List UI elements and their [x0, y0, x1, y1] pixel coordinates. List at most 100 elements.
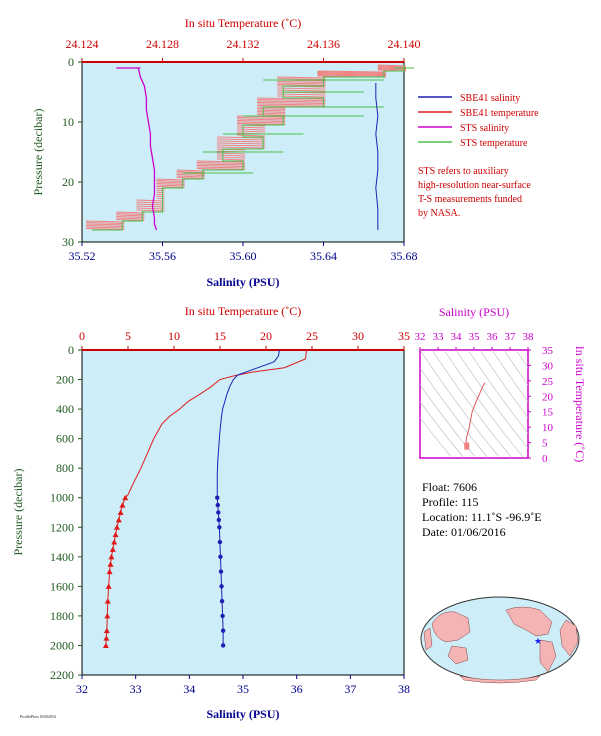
ts-density-contours [420, 350, 528, 458]
legend-note-line-2: high-resolution near-surface [418, 180, 531, 191]
sbe-temperature-deep-line-marker [102, 642, 109, 648]
sts-temperature-noise [116, 216, 145, 218]
sts-temperature-noise [236, 126, 266, 129]
ts-temp-tick-label: 30 [542, 360, 554, 372]
full-profile-pressure-axis-title: Pressure (decibar) [11, 469, 25, 556]
sts-temperature-noise [216, 146, 266, 149]
temp-tick-label: 0 [79, 329, 85, 343]
sal-tick-label: 33 [130, 682, 142, 696]
sbe-temperature-line [124, 349, 307, 499]
sts-temperature-noise [236, 120, 286, 122]
sts-temperature-noise [136, 199, 165, 202]
sts-temperature-noise [277, 78, 326, 80]
map-land-antarctica [459, 675, 541, 684]
sts-temperature-noise [257, 102, 326, 104]
sts-temperature-noise [176, 174, 205, 176]
sts-temperature-noise [176, 175, 205, 178]
sts-temperature-noise [176, 169, 205, 172]
legend-label-sts-temperature: STS temperature [460, 138, 528, 149]
full-profile-plot-area [81, 349, 405, 676]
ts-density-contour [467, 350, 528, 434]
sts-temperature-noise [377, 68, 407, 71]
temp-tick-label: 24.140 [388, 37, 421, 51]
legend-label-sts-salinity: STS salinity [460, 123, 509, 134]
sbe-salinity-deep-line-marker [218, 554, 223, 560]
sbe-salinity-deep-line-marker [220, 643, 226, 648]
ts-density-contour [455, 350, 528, 449]
ts-sal-tick-label: 38 [523, 331, 535, 343]
ts-density-contour [420, 417, 453, 458]
sal-tick-label: 32 [76, 682, 88, 696]
sts-temperature-noise [216, 144, 266, 147]
sts-temperature-noise [216, 140, 266, 143]
legend-label-sbe-temperature: SBE41 temperature [460, 108, 539, 119]
sts-temperature-noise [156, 184, 185, 187]
pressure-tick-label: 200 [56, 373, 74, 387]
sbe-temperature-deep-line-marker [103, 635, 110, 641]
ts-sal-tick-label: 32 [415, 331, 426, 343]
sts-temperature-noise [116, 219, 145, 221]
sts-temperature-noise [317, 71, 386, 74]
sbe-temperature-deep-line-marker [104, 612, 111, 619]
sts-temperature-noise [257, 112, 286, 115]
sbe-temperature-deep-line-marker [122, 494, 129, 501]
sts-temperature-noise [277, 87, 326, 90]
sbe-temperature-deep-line-marker [107, 561, 114, 567]
ts-density-contour [443, 350, 525, 458]
pressure-tick-label: 1800 [50, 609, 74, 623]
temp-tick-label: 25 [306, 329, 318, 343]
sts-temperature-noise [156, 197, 165, 200]
sts-temperature-noise [116, 214, 145, 217]
temp-tick-label: 24.132 [227, 37, 260, 51]
pressure-tick-label: 0 [68, 343, 74, 357]
sbe-salinity-deep-line-marker [216, 510, 221, 515]
temp-tick-label: 20 [260, 329, 272, 343]
sts-temperature-noise [236, 117, 286, 119]
pressure-tick-label: 600 [56, 432, 74, 446]
pressure-tick-label: 10 [62, 115, 74, 129]
sal-tick-label: 34 [183, 682, 195, 696]
ts-temp-tick-label: 35 [542, 345, 554, 357]
sbe-temperature-deep-line-marker [119, 502, 126, 508]
ts-temp-tick-label: 10 [542, 422, 554, 434]
sts-temperature-noise [156, 180, 185, 182]
temp-tick-label: 15 [214, 329, 226, 343]
sts-temperature-noise [257, 111, 286, 113]
ts-density-contour [527, 350, 528, 351]
ts-density-contour [515, 350, 528, 369]
sts-temperature-noise [277, 76, 326, 79]
sts-temperature-noise [257, 105, 326, 107]
footer-mark: ProfilePlots 03302016 [20, 714, 56, 719]
sts-temperature-noise [86, 228, 125, 230]
temp-tick-label: 24.136 [307, 37, 340, 51]
pressure-tick-label: 1000 [50, 491, 74, 505]
map-land-asia [431, 611, 471, 643]
full-profile-series [102, 349, 307, 648]
temp-tick-label: 30 [352, 329, 364, 343]
near-surface-pressure-ticks: 0 10 20 30 [62, 55, 82, 249]
ts-sal-axis-title: Salinity (PSU) [439, 305, 509, 319]
sbe-salinity-deep-line-marker [218, 569, 224, 574]
sts-temperature-noise [86, 226, 125, 229]
sts-temperature-noise [317, 70, 386, 73]
sts-temperature-noise [136, 203, 165, 206]
full-profile-sal-ticks: 32 33 34 35 36 37 38 [76, 675, 410, 696]
sts-temperature-noise [236, 123, 286, 125]
pressure-tick-label: 800 [56, 461, 74, 475]
sts-temperature-noise [317, 72, 386, 75]
pressure-tick-label: 1600 [50, 579, 74, 593]
sts-temperature-noise [317, 74, 386, 77]
info-date: Date: 01/06/2016 [422, 525, 506, 539]
pressure-tick-label: 30 [62, 235, 74, 249]
sts-temperature-noise [236, 118, 286, 121]
float-info: Float: 7606 Profile: 115 Location: 11.1˚… [422, 480, 542, 539]
near-surface-series [86, 64, 415, 231]
near-surface-temp-axis-title: In situ Temperature (˚C) [185, 16, 302, 30]
sts-temperature-noise [216, 154, 246, 157]
sts-temperature-noise [257, 99, 326, 101]
pressure-tick-label: 1200 [50, 520, 74, 534]
sts-temperature-noise [156, 187, 165, 190]
ts-temp-tick-label: 25 [542, 376, 554, 388]
sal-tick-label: 36 [291, 682, 303, 696]
